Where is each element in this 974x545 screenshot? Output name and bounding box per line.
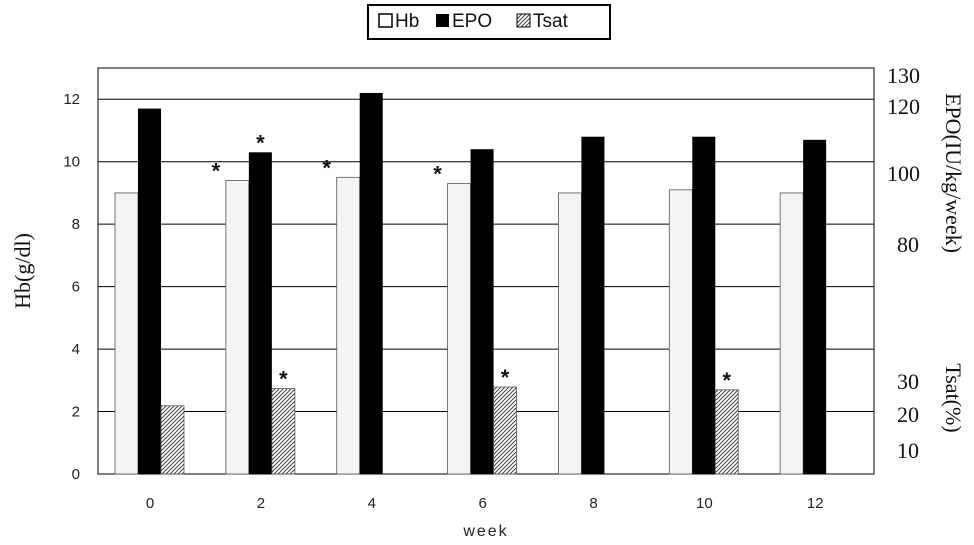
bar-hb-week-12: [779, 192, 804, 475]
bar-hb-week-4: [336, 176, 361, 475]
significance-star-tsat-week-6: *: [501, 365, 510, 390]
bars: [114, 92, 827, 475]
bar-epo-week-8: [581, 136, 605, 474]
left-tick-0: 0: [72, 466, 80, 483]
bar-tsat-week-10: [714, 389, 739, 475]
legend-swatch-epo: [436, 14, 449, 27]
legend-label-epo: EPO: [452, 11, 492, 32]
left-axis-ticks: 0 2 4 6 8 10 12: [63, 91, 80, 483]
legend-swatch-tsat: [516, 13, 531, 28]
bar-hb-week-10: [668, 189, 693, 475]
bar-epo-week-10: [692, 136, 716, 474]
significance-star-epo-week-2: *: [256, 130, 265, 155]
x-tick-10: 10: [696, 495, 713, 512]
epo-axis-label: EPO(IU/kg/week): [941, 93, 966, 253]
tsat-tick-20: 20: [897, 402, 919, 427]
epo-tick-100: 100: [887, 161, 920, 186]
bar-epo-week-4: [359, 92, 383, 474]
significance-star-tsat-week-2: *: [279, 367, 288, 392]
left-tick-8: 8: [72, 216, 80, 233]
significance-star-hb-week-6: *: [433, 162, 442, 187]
x-tick-6: 6: [479, 495, 487, 512]
x-tick-2: 2: [257, 495, 265, 512]
left-tick-4: 4: [72, 341, 80, 358]
tsat-axis-label: Tsat(%): [941, 363, 966, 432]
legend-swatch-hb: [378, 13, 393, 28]
left-tick-12: 12: [63, 91, 80, 108]
x-axis-ticks: 0 2 4 6 8 10 12: [146, 495, 824, 512]
bar-epo-week-0: [138, 108, 161, 474]
bar-hb-week-6: [447, 183, 471, 475]
left-tick-6: 6: [72, 279, 80, 296]
x-tick-8: 8: [589, 495, 597, 512]
left-axis-label: Hb(g/dl): [10, 233, 35, 309]
legend-label-hb: Hb: [395, 11, 419, 32]
bar-hb-week-0: [114, 192, 139, 475]
bar-hb-week-8: [558, 192, 582, 475]
legend-box: [367, 4, 611, 40]
x-axis-label: week: [462, 523, 508, 540]
legend: Hb EPO Tsat: [367, 4, 611, 40]
x-tick-0: 0: [146, 495, 154, 512]
left-tick-10: 10: [63, 154, 80, 171]
significance-markers: * * * * * * *: [212, 130, 732, 392]
significance-star-tsat-week-10: *: [723, 368, 732, 393]
bar-epo-week-2: [248, 152, 272, 475]
significance-star-hb-week-4: *: [322, 155, 331, 180]
epo-tick-130: 130: [887, 63, 920, 88]
tsat-tick-30: 30: [897, 369, 919, 394]
bar-epo-week-6: [470, 149, 494, 474]
significance-star-hb-week-2: *: [212, 158, 221, 183]
bar-tsat-week-6: [493, 386, 517, 475]
epo-tick-120: 120: [887, 94, 920, 119]
tsat-tick-10: 10: [897, 438, 919, 463]
x-tick-4: 4: [368, 495, 376, 512]
epo-tick-80: 80: [897, 232, 919, 257]
bar-hb-week-2: [225, 180, 250, 475]
legend-label-tsat: Tsat: [533, 11, 569, 32]
left-tick-2: 2: [72, 404, 80, 421]
bar-tsat-week-0: [160, 405, 185, 475]
bar-tsat-week-2: [271, 388, 296, 475]
x-tick-12: 12: [807, 495, 824, 512]
bar-epo-week-12: [803, 139, 827, 475]
